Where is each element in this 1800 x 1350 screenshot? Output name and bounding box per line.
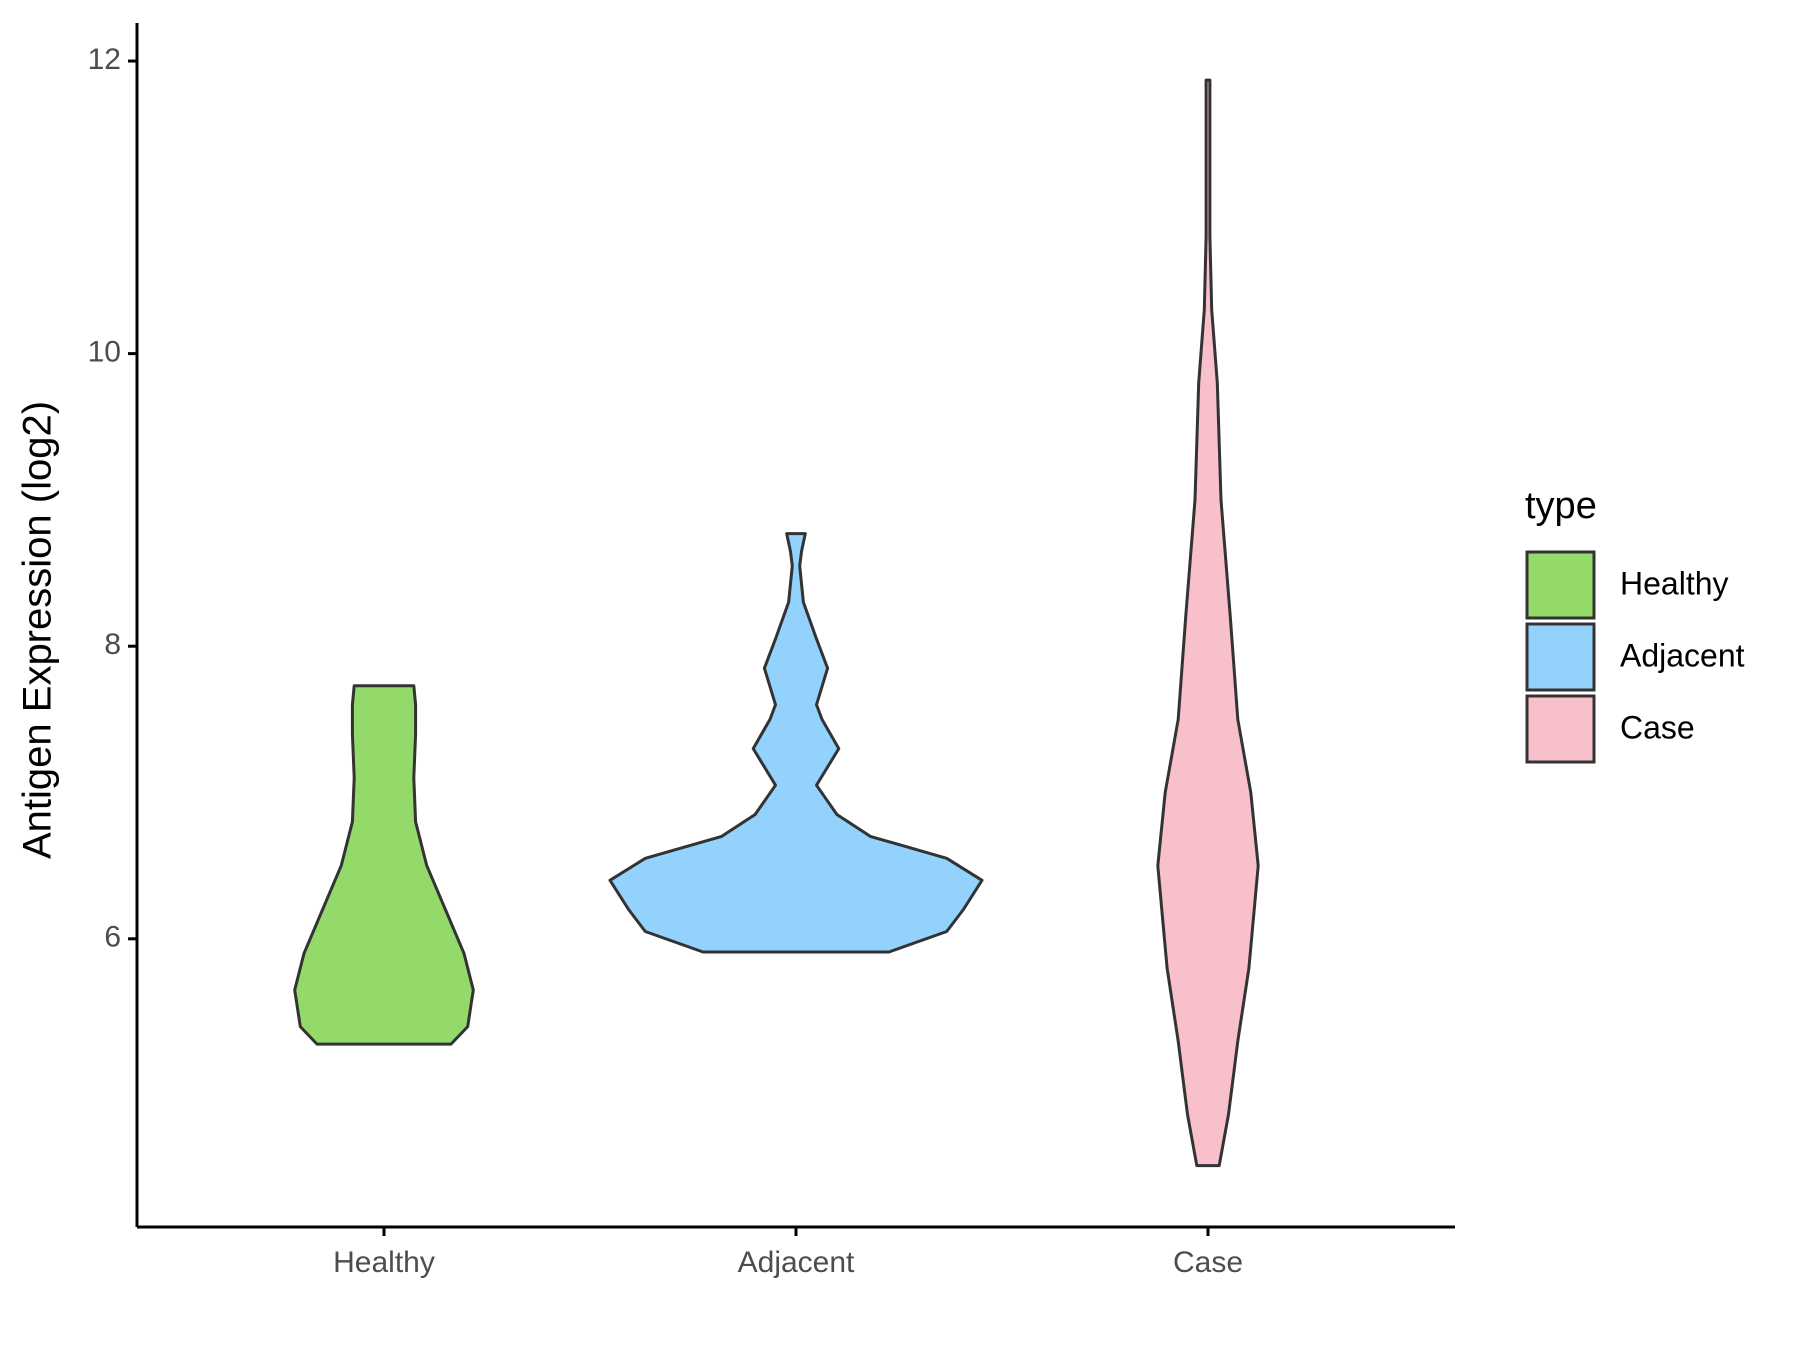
x-tick-label: Case: [1173, 1246, 1243, 1279]
y-tick-label: 12: [88, 43, 121, 76]
violin: [293, 684, 475, 1046]
y-tick-label: 8: [104, 628, 121, 661]
x-tick-label: Healthy: [333, 1246, 435, 1279]
legend-label: Case: [1620, 709, 1695, 745]
legend-label: Healthy: [1620, 565, 1729, 601]
y-tick-label: 10: [88, 336, 121, 369]
x-tick-label: Adjacent: [738, 1246, 855, 1279]
y-tick-label: 6: [104, 921, 121, 954]
legend-title: type: [1525, 485, 1597, 527]
violin: [608, 532, 984, 954]
legend-label: Adjacent: [1620, 637, 1745, 673]
violin: [1156, 78, 1260, 1168]
legend-key: [1525, 694, 1596, 764]
y-axis-title: Antigen Expression (log2): [16, 401, 60, 859]
legend-key: [1525, 622, 1596, 692]
legend-key: [1525, 550, 1596, 620]
